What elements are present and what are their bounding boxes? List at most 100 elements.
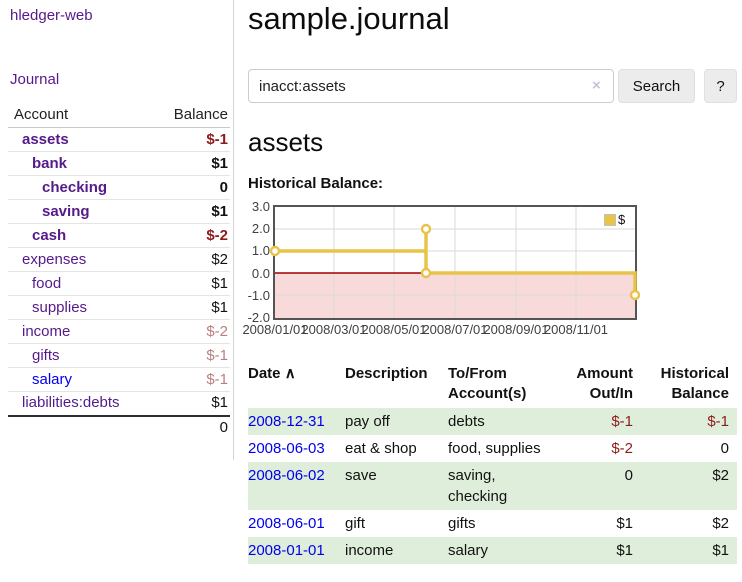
account-row-saving: saving $1: [8, 199, 230, 224]
sidebar-item-journal[interactable]: Journal: [10, 71, 60, 88]
x-tick-label: 2008/01/01: [242, 322, 308, 337]
account-row-expenses: expenses $2: [8, 247, 230, 272]
x-tick-label: 2008/05/01: [361, 322, 427, 337]
transaction-date-link[interactable]: 2008-01-01: [248, 542, 325, 559]
balance-series-line: [275, 229, 637, 295]
account-link-food[interactable]: food: [32, 274, 62, 292]
description-column-header: Description: [345, 365, 428, 382]
account-balance: $-2: [151, 319, 230, 344]
account-balance: $1: [151, 391, 230, 416]
brand-link[interactable]: hledger-web: [10, 7, 93, 24]
account-balance: $-2: [151, 223, 230, 248]
account-link-expenses[interactable]: expenses: [22, 250, 87, 268]
account-link-liabilities-debts[interactable]: liabilities:debts: [22, 394, 120, 412]
account-row-salary: salary $-1: [8, 367, 230, 392]
account-link-cash[interactable]: cash: [32, 226, 67, 244]
transaction-balance: $-1: [641, 408, 737, 435]
chart-legend: $: [604, 212, 625, 227]
account-balance: $1: [151, 199, 230, 224]
search-button[interactable]: Search: [618, 69, 695, 103]
transaction-accounts: saving, checking: [448, 462, 552, 510]
y-tick-label: 0.0: [251, 266, 270, 281]
transaction-description: save: [345, 462, 448, 510]
help-button[interactable]: ?: [704, 69, 737, 103]
y-tick-label: 1.0: [251, 243, 270, 258]
transaction-row: 2008-12-31 pay off debts $-1 $-1: [248, 408, 737, 435]
transaction-row: 2008-06-02 save saving, checking 0 $2: [248, 462, 737, 510]
transaction-date-link[interactable]: 2008-06-02: [248, 467, 325, 484]
balance-column-header: Historical Balance: [660, 365, 729, 402]
transaction-accounts: debts: [448, 408, 552, 435]
accounts-column-header: To/From Account(s): [448, 365, 527, 402]
account-link-income[interactable]: income: [22, 322, 71, 340]
x-tick-label: 2008/07/01: [422, 322, 488, 337]
transaction-date-link[interactable]: 2008-12-31: [248, 413, 325, 430]
account-link-supplies[interactable]: supplies: [32, 298, 88, 316]
search-input[interactable]: [248, 69, 614, 103]
gridlines: [275, 207, 635, 318]
clear-search-icon[interactable]: ×: [592, 77, 601, 94]
transaction-balance: $2: [641, 462, 737, 510]
account-row-assets: assets $-1: [8, 127, 230, 152]
register-header-row: Date ∧ Description To/From Account(s) Am…: [248, 362, 737, 408]
account-link-salary[interactable]: salary: [32, 370, 73, 388]
account-balance: $1: [151, 151, 230, 176]
account-row-bank: bank $1: [8, 151, 230, 176]
transaction-balance: 0: [720, 440, 729, 457]
sidebar-divider: [233, 0, 234, 460]
account-balance: $-1: [151, 127, 230, 152]
chart-title: Historical Balance:: [248, 175, 384, 192]
transaction-date-link[interactable]: 2008-06-01: [248, 515, 325, 532]
transaction-description: gift: [345, 515, 366, 532]
account-balance: $-1: [151, 367, 230, 392]
transaction-accounts: salary: [448, 537, 552, 564]
y-tick-label: 2.0: [251, 221, 270, 236]
y-tick-label: -2.0: [247, 310, 270, 325]
transaction-amount: $-1: [552, 408, 641, 435]
transaction-description: pay off: [345, 408, 448, 435]
account-row-gifts: gifts $-1: [8, 343, 230, 368]
account-row-food: food $1: [8, 271, 230, 296]
account-row-liabilities-debts: liabilities:debts $1: [8, 391, 230, 416]
y-tick-label: 3.0: [251, 199, 270, 214]
account-row-cash: cash $-2: [8, 223, 230, 248]
data-point-markers: [269, 223, 641, 301]
transaction-description: income: [345, 537, 448, 564]
legend-swatch-icon: [604, 213, 616, 226]
accounts-balance-table: Account Balance assets $-1 bank $1 checkin…: [8, 103, 230, 440]
account-row-income: income $-2: [8, 319, 230, 344]
accounts-total-row: 0: [8, 414, 230, 440]
amount-column-header: Amount Out/In: [576, 365, 633, 402]
y-tick-label: -1.0: [247, 288, 270, 303]
transaction-amount: $1: [616, 515, 633, 532]
transaction-amount: $1: [552, 537, 641, 564]
account-balance: $2: [151, 247, 230, 272]
legend-label: $: [618, 212, 626, 227]
transaction-amount: $-2: [611, 440, 633, 457]
x-tick-label: 2008/11/01: [543, 322, 609, 337]
accounts-header-row: Account Balance: [8, 103, 230, 128]
account-link-bank[interactable]: bank: [32, 154, 68, 172]
account-heading: assets: [248, 127, 324, 157]
account-balance: 0: [151, 175, 230, 200]
account-link-checking[interactable]: checking: [42, 178, 108, 196]
account-link-saving[interactable]: saving: [42, 202, 90, 220]
chart-plot-area: [269, 205, 641, 320]
transaction-date-link[interactable]: 2008-06-03: [248, 440, 325, 457]
account-balance: $1: [151, 271, 230, 296]
accounts-total-value: 0: [151, 414, 230, 440]
date-column-header[interactable]: Date ∧: [248, 365, 296, 382]
page-title: sample.journal: [248, 1, 450, 36]
chart-canvas: [269, 207, 641, 318]
account-row-checking: checking 0: [8, 175, 230, 200]
transaction-row: 2008-01-01 income salary $1 $1: [248, 537, 737, 564]
account-row-supplies: supplies $1: [8, 295, 230, 320]
account-link-gifts[interactable]: gifts: [32, 346, 60, 364]
transaction-balance: $2: [712, 515, 729, 532]
transaction-accounts: gifts: [448, 515, 476, 532]
transaction-accounts: food, supplies: [448, 440, 541, 457]
sort-ascending-icon: ∧: [284, 365, 296, 382]
register-table: Date ∧ Description To/From Account(s) Am…: [248, 362, 737, 564]
account-link-assets[interactable]: assets: [22, 130, 69, 148]
